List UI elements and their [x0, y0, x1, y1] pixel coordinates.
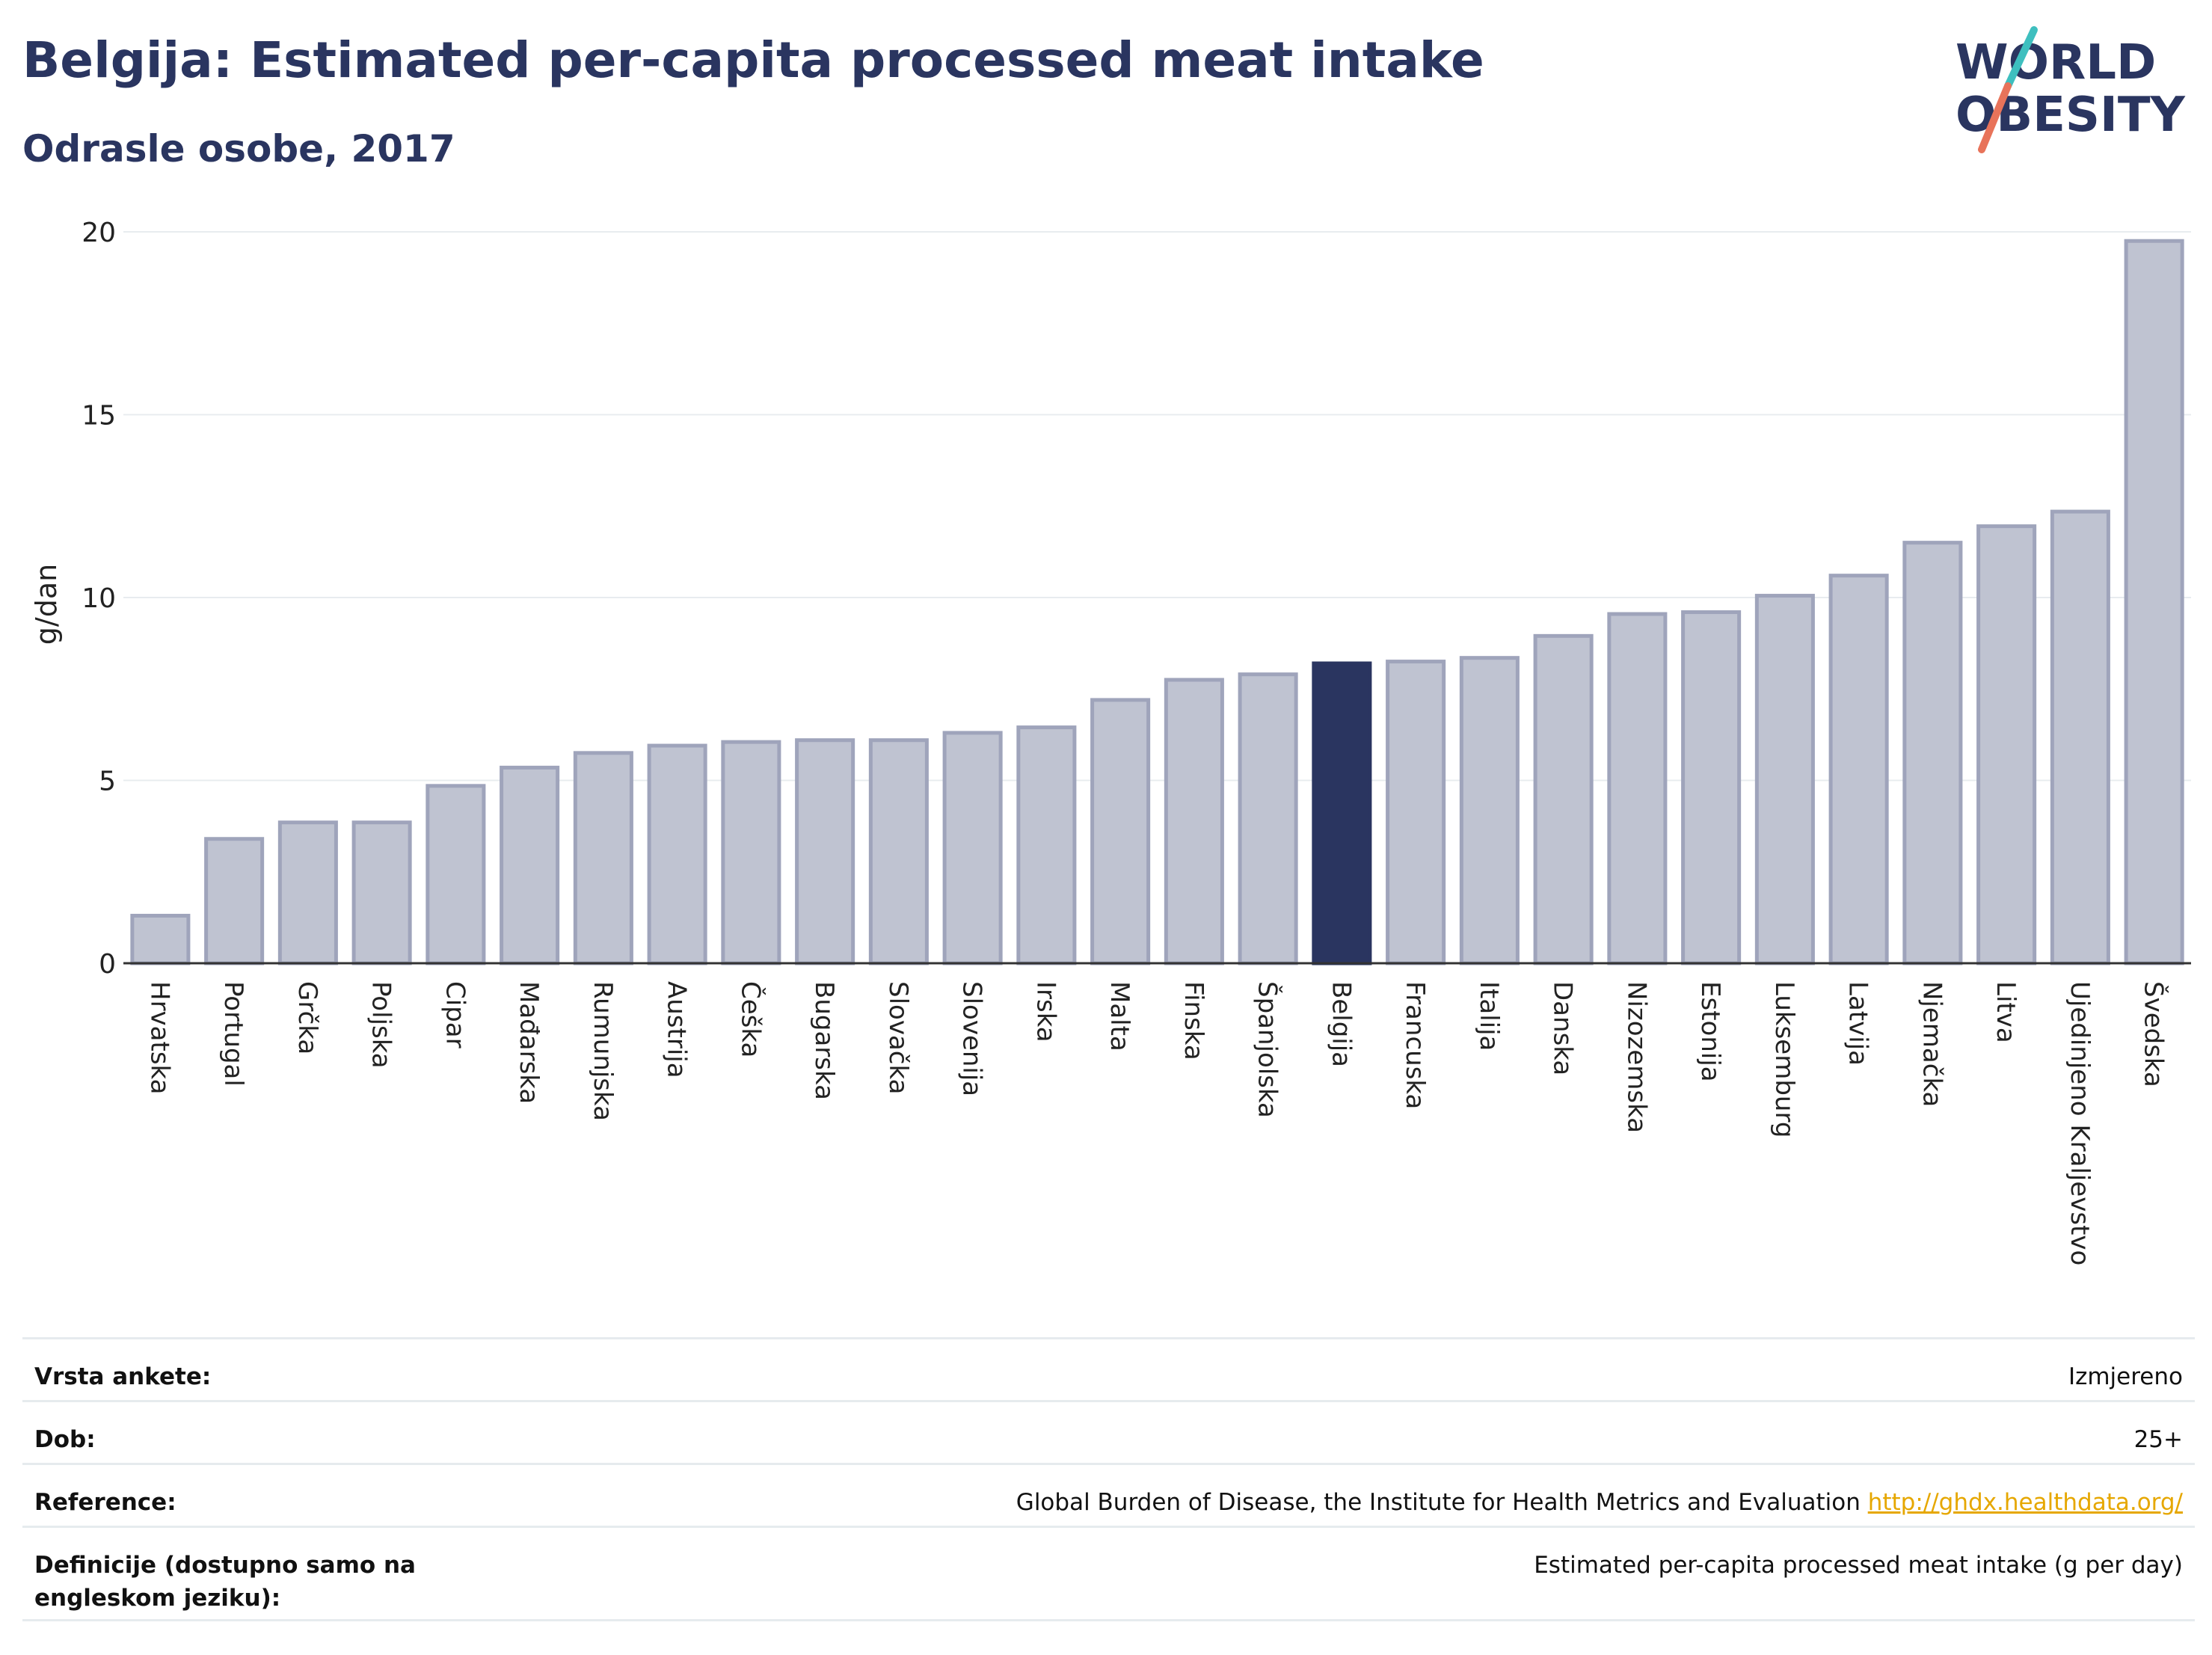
y-tick-label: 15 [82, 401, 116, 432]
bar-latvija[interactable] [1828, 574, 1889, 965]
y-tick-label: 10 [82, 583, 116, 614]
reference-link[interactable]: http://ghdx.healthdata.org/ [1867, 1489, 2183, 1516]
logo-line1: WORLD [1956, 35, 2156, 90]
bar-mađarska[interactable] [500, 765, 560, 965]
bar-hrvatska[interactable] [130, 913, 191, 965]
bar-portugal[interactable] [204, 837, 265, 965]
y-tick-label: 20 [82, 218, 116, 248]
x-tick-label: Rumunjska [588, 981, 618, 1121]
bar-austrija[interactable] [647, 743, 707, 965]
bar-češka[interactable] [721, 740, 781, 965]
x-tick-label: Njemačka [1917, 981, 1947, 1107]
x-tick-label: Danska [1548, 981, 1578, 1075]
bar-italija[interactable] [1459, 656, 1520, 965]
x-tick-label: Slovačka [883, 981, 913, 1094]
meta-row: Dob: 25+ [22, 1400, 2195, 1463]
meta-label: Vrsta ankete: [34, 1363, 212, 1390]
meta-row: Reference: Global Burden of Disease, the … [22, 1463, 2195, 1526]
bar-grčka[interactable] [277, 820, 338, 965]
x-tick-label: Austrija [662, 981, 692, 1078]
chart-subtitle: Odrasle osobe, 2017 [22, 127, 455, 171]
x-tick-label: Grčka [292, 981, 322, 1054]
bar-luksemburg[interactable] [1754, 594, 1815, 965]
chart-title: Belgija: Estimated per-capita processed … [22, 31, 1484, 89]
bar-slovenija[interactable] [942, 731, 1003, 965]
x-tick-label: Mađarska [514, 981, 544, 1104]
bar-chart: 0 5 10 15 20 Hrvatska Portugal Grčka Poljska Cipa… [30, 218, 2191, 1265]
bar-irska[interactable] [1016, 725, 1077, 965]
world-obesity-logo: WORLD OBESITY [1956, 26, 2185, 153]
meta-value: Estimated per-capita processed meat inta… [1534, 1552, 2183, 1579]
meta-value: 25+ [2133, 1426, 2183, 1453]
y-tick-label: 0 [99, 949, 116, 980]
y-axis-label: g/dan [30, 564, 63, 645]
x-tick-label: Ujedinjeno Kraljevstvo [2065, 981, 2095, 1265]
x-tick-label: Irska [1030, 981, 1060, 1043]
x-tick-label: Nizozemska [1621, 981, 1651, 1133]
x-tick-label: Francuska [1400, 981, 1430, 1109]
x-tick-label: Latvija [1843, 981, 1873, 1066]
bar-francuska[interactable] [1386, 660, 1446, 965]
bar-danska[interactable] [1533, 633, 1594, 965]
x-tick-label: Malta [1105, 981, 1134, 1051]
bar-belgija[interactable] [1312, 661, 1372, 965]
x-tick-label: Španjolska [1253, 981, 1283, 1118]
logo-slash-teal [2004, 26, 2038, 90]
x-tick-label: Cipar [440, 981, 470, 1048]
bar-španjolska[interactable] [1238, 672, 1298, 965]
bar-nizozemska[interactable] [1607, 612, 1668, 965]
bar-švedska[interactable] [2124, 239, 2184, 965]
x-tick-label: Belgija [1326, 981, 1356, 1067]
x-tick-label: Poljska [366, 981, 396, 1069]
bars-layer [130, 239, 2184, 965]
bar-cipar[interactable] [425, 784, 486, 965]
logo-slash-coral [1978, 82, 2012, 153]
bar-poljska[interactable] [351, 820, 412, 965]
x-tick-label: Hrvatska [144, 981, 174, 1094]
bar-bugarska[interactable] [795, 738, 855, 965]
meta-label: Definicije (dostupno samo na engleskom j… [34, 1552, 416, 1612]
bar-rumunjska[interactable] [573, 751, 633, 965]
x-tick-label: Finska [1179, 981, 1208, 1060]
meta-value: Global Burden of Disease, the Institute … [1016, 1489, 2183, 1516]
axis-layer: 0 5 10 15 20 Hrvatska Portugal Grčka Poljska Cipa… [82, 218, 2191, 1265]
bar-finska[interactable] [1164, 678, 1224, 965]
x-tick-label: Litva [1991, 981, 2021, 1043]
x-tick-label: Luksemburg [1769, 981, 1799, 1137]
x-tick-label: Estonija [1695, 981, 1725, 1082]
meta-label: Dob: [34, 1426, 96, 1453]
bar-slovačka[interactable] [868, 738, 929, 965]
bar-estonija[interactable] [1681, 610, 1742, 965]
bar-malta[interactable] [1090, 698, 1151, 965]
x-tick-label: Češka [735, 981, 766, 1057]
meta-row: Definicije (dostupno samo na engleskom j… [22, 1526, 2195, 1621]
bar-njemačka[interactable] [1902, 541, 1963, 965]
x-tick-label: Slovenija [957, 981, 987, 1096]
bar-ujedinjeno-kraljevstvo[interactable] [2050, 509, 2110, 965]
x-tick-label: Italija [1474, 981, 1504, 1051]
meta-row: Vrsta ankete: Izmjereno [22, 1337, 2195, 1400]
x-tick-label: Portugal [218, 981, 248, 1087]
y-tick-label: 5 [99, 767, 116, 797]
x-tick-label: Švedska [2139, 981, 2169, 1087]
meta-label: Reference: [34, 1489, 176, 1516]
meta-value: Izmjereno [2068, 1363, 2183, 1390]
x-tick-label: Bugarska [809, 981, 839, 1100]
bar-litva[interactable] [1976, 524, 2037, 965]
metadata-table: Vrsta ankete: Izmjereno Dob: 25+ Reference: G… [22, 1337, 2195, 1621]
